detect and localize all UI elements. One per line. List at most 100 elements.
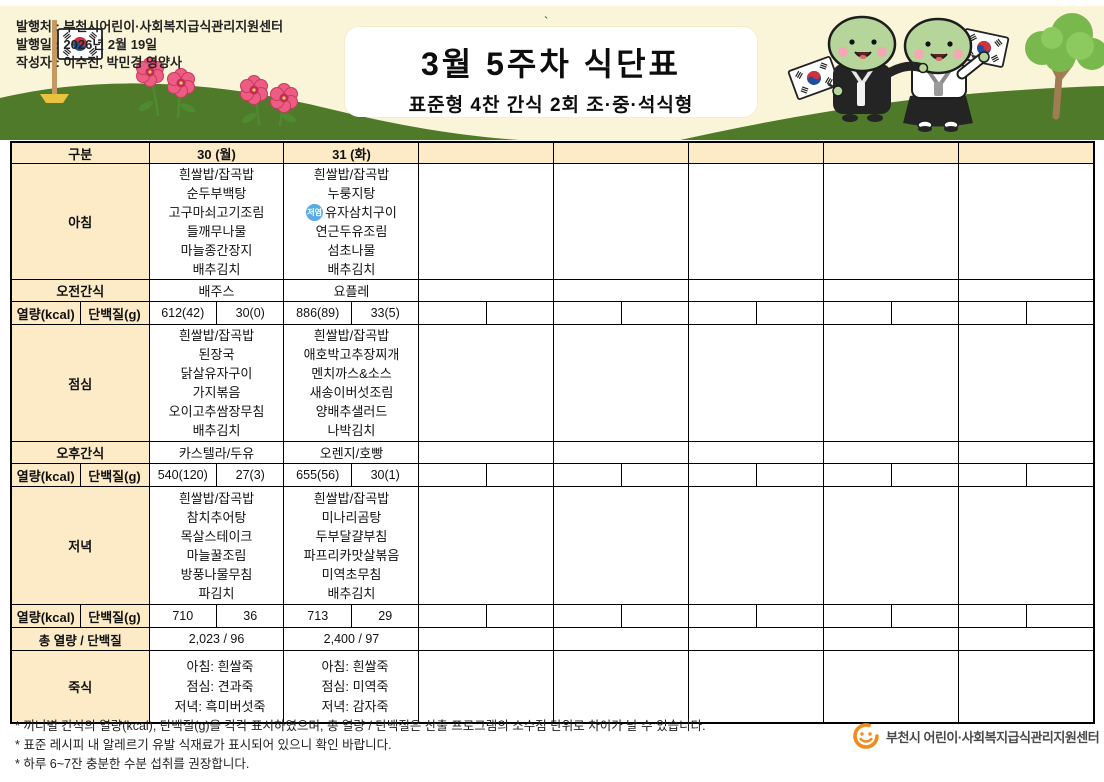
porridge-menu-mon: 아침: 흰쌀죽 점심: 견과죽 저녁: 흑미버섯죽	[148, 650, 285, 724]
empty-cell	[823, 650, 960, 724]
empty-cell	[823, 279, 960, 302]
footnotes: * 끼니별 간식의 열량(kcal), 단백질(g)을 각각 표시하였으며, 총…	[15, 717, 706, 774]
breakfast-menu-tue: 흰쌀밥/잡곡밥 누룽지탕 저염 유자삼치구이 연근두유조림 섬초나물 배추김치	[283, 163, 420, 280]
empty-cell	[418, 441, 555, 464]
row-label-pm-snack: 오후간식	[10, 441, 150, 464]
empty-cell	[688, 279, 825, 302]
table-row: 열량(kcal) 단백질(g) 540(120) 27(3) 655(56) 3…	[10, 463, 1095, 487]
publisher-line: 발행처 : 부천시어린이·사회복지급식관리지원센터	[16, 19, 284, 34]
row-label-porridge: 죽식	[10, 650, 150, 724]
empty-cell	[553, 463, 622, 487]
empty-cell	[418, 486, 555, 605]
logo-text: 부천시 어린이·사회복지급식관리지원센터	[886, 729, 1100, 745]
pm-kcal-tue: 655(56)	[283, 463, 352, 487]
dinner-kcal-tue: 713	[283, 604, 352, 628]
empty-cell	[890, 463, 960, 487]
turtle-right	[903, 17, 1009, 132]
footnote: * 하루 6~7잔 충분한 수분 섭취를 권장합니다.	[15, 757, 250, 771]
empty-cell	[418, 324, 555, 442]
empty-cell	[418, 604, 487, 628]
empty-cell	[823, 604, 892, 628]
table-row: 구분 30 (월) 31 (화)	[10, 141, 1095, 164]
lunch-menu-tue: 흰쌀밥/잡곡밥 애호박고추장찌개 멘치까스&소스 새송이버섯조림 양배추샐러드 …	[283, 324, 420, 442]
flower-cluster-right	[240, 75, 298, 127]
hill-left	[0, 83, 520, 140]
empty-cell	[553, 301, 622, 325]
pm-kcal-mon: 540(120)	[148, 463, 218, 487]
page-title: 3월 5주차 식단표	[420, 46, 681, 82]
empty-cell	[553, 486, 690, 605]
empty-cell	[958, 627, 1095, 651]
dinner-menu-mon: 흰쌀밥/잡곡밥 참치추어탕 목살스테이크 마늘꿀조림 방풍나물무침 파김치	[148, 486, 285, 605]
porridge-menu-tue: 아침: 흰쌀죽 점심: 미역죽 저녁: 감자죽	[283, 650, 420, 724]
table-row: 총 열량 / 단백질 2,023 / 96 2,400 / 97	[10, 627, 1095, 651]
row-label-total: 총 열량 / 단백질	[10, 627, 150, 651]
row-label-kcal: 열량(kcal)	[10, 604, 81, 628]
empty-cell	[823, 324, 960, 442]
header-illustration: 발행처 : 부천시어린이·사회복지급식관리지원센터 발행일 : 2026년 2월…	[0, 6, 1104, 140]
empty-cell	[485, 604, 555, 628]
issue-date-line: 발행일 : 2026년 2월 19일	[16, 37, 158, 52]
turtle-characters-illustration	[788, 15, 1009, 132]
empty-cell	[688, 301, 757, 325]
empty-cell	[553, 650, 690, 724]
col-header-day-tue: 31 (화)	[283, 141, 420, 164]
empty-cell	[688, 463, 757, 487]
smiley-logo-icon	[853, 723, 879, 749]
col-header-category: 구분	[10, 141, 150, 164]
empty-cell	[688, 604, 757, 628]
empty-cell	[553, 279, 690, 302]
empty-cell	[553, 627, 690, 651]
empty-cell	[418, 301, 487, 325]
empty-cell	[958, 486, 1095, 605]
flower-icon	[270, 83, 298, 113]
breakfast-menu-mon: 흰쌀밥/잡곡밥 순두부백탕 고구마쇠고기조림 들깨무나물 마늘종간장지 배추김치	[148, 163, 285, 280]
row-label-kcal: 열량(kcal)	[10, 301, 81, 325]
empty-cell	[1025, 301, 1095, 325]
empty-cell	[688, 486, 825, 605]
empty-cell	[418, 163, 555, 280]
empty-cell	[553, 324, 690, 442]
am-kcal-mon: 612(42)	[148, 301, 218, 325]
empty-cell	[958, 301, 1027, 325]
col-header-day-mon: 30 (월)	[148, 141, 285, 164]
empty-cell	[1025, 463, 1095, 487]
footnote: * 끼니별 간식의 열량(kcal), 단백질(g)을 각각 표시하였으며, 총…	[15, 719, 706, 733]
empty-cell	[620, 604, 690, 628]
table-row: 아침 흰쌀밥/잡곡밥 순두부백탕 고구마쇠고기조림 들깨무나물 마늘종간장지 배…	[10, 163, 1095, 280]
row-label-protein: 단백질(g)	[79, 463, 150, 487]
title-box: 3월 5주차 식단표 표준형 4찬 간식 2회 조·중·석식형	[345, 27, 757, 117]
dinner-protein-tue: 29	[350, 604, 420, 628]
footnote: * 표준 레시피 내 알레르기 유발 식재료가 표시되어 있으니 확인 바랍니다…	[15, 738, 392, 752]
empty-cell	[418, 463, 487, 487]
flower-icon	[167, 68, 195, 98]
lunch-menu-mon: 흰쌀밥/잡곡밥 된장국 닭살유자구이 가지볶음 오이고추쌈장무침 배추김치	[148, 324, 285, 442]
pm-protein-mon: 27(3)	[215, 463, 285, 487]
empty-cell	[958, 650, 1095, 724]
empty-cell	[688, 441, 825, 464]
row-label-protein: 단백질(g)	[79, 604, 150, 628]
am-snack-tue: 요플레	[283, 279, 420, 302]
hill-right	[680, 86, 1104, 140]
table-row: 저녁 흰쌀밥/잡곡밥 참치추어탕 목살스테이크 마늘꿀조림 방풍나물무침 파김치…	[10, 486, 1095, 605]
empty-cell	[688, 627, 825, 651]
total-mon: 2,023 / 96	[148, 627, 285, 651]
table-row: 열량(kcal) 단백질(g) 612(42) 30(0) 886(89) 33…	[10, 301, 1095, 325]
pm-snack-mon: 카스텔라/두유	[148, 441, 285, 464]
empty-cell	[688, 324, 825, 442]
empty-col-header	[688, 141, 825, 164]
row-label-am-snack: 오전간식	[10, 279, 150, 302]
row-label-lunch: 점심	[10, 324, 150, 442]
pm-protein-tue: 30(1)	[350, 463, 420, 487]
table-row: 오전간식 배주스 요플레	[10, 279, 1095, 302]
empty-cell	[823, 441, 960, 464]
empty-cell	[958, 279, 1095, 302]
empty-cell	[958, 324, 1095, 442]
author-line: 작성자 : 이수진, 박민경 영양사	[16, 55, 182, 70]
empty-cell	[958, 463, 1027, 487]
korean-flag-icon	[788, 56, 840, 99]
empty-cell	[958, 604, 1027, 628]
flag-pole-icon	[40, 20, 102, 103]
empty-col-header	[958, 141, 1095, 164]
table-row: 점심 흰쌀밥/잡곡밥 된장국 닭살유자구이 가지볶음 오이고추쌈장무침 배추김치…	[10, 324, 1095, 442]
